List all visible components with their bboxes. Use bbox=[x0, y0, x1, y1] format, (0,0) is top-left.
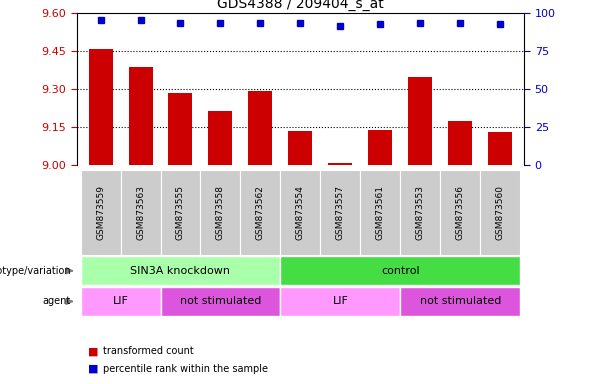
Text: ■: ■ bbox=[88, 364, 99, 374]
Text: GSM873555: GSM873555 bbox=[176, 185, 185, 240]
Text: GSM873556: GSM873556 bbox=[456, 185, 465, 240]
Text: GSM873557: GSM873557 bbox=[336, 185, 345, 240]
Bar bbox=[408, 77, 432, 165]
Title: GDS4388 / 209404_s_at: GDS4388 / 209404_s_at bbox=[217, 0, 384, 11]
Text: GSM873562: GSM873562 bbox=[256, 185, 265, 240]
Bar bbox=[401, 170, 441, 255]
Text: LIF: LIF bbox=[112, 296, 128, 306]
Text: LIF: LIF bbox=[332, 296, 348, 306]
Bar bbox=[81, 256, 280, 285]
Bar bbox=[480, 170, 520, 255]
Bar bbox=[280, 170, 320, 255]
Text: GSM873561: GSM873561 bbox=[376, 185, 385, 240]
Bar bbox=[329, 162, 352, 165]
Bar bbox=[320, 170, 360, 255]
Text: GSM873558: GSM873558 bbox=[216, 185, 225, 240]
Text: GSM873563: GSM873563 bbox=[136, 185, 145, 240]
Bar bbox=[121, 170, 160, 255]
Bar bbox=[249, 91, 272, 165]
Bar bbox=[81, 170, 121, 255]
Text: GSM873553: GSM873553 bbox=[416, 185, 425, 240]
Bar bbox=[240, 170, 280, 255]
Bar bbox=[81, 287, 160, 316]
Bar bbox=[280, 287, 401, 316]
Bar bbox=[88, 49, 112, 165]
Bar bbox=[360, 170, 401, 255]
Text: genotype/variation: genotype/variation bbox=[0, 266, 71, 276]
Bar bbox=[280, 256, 520, 285]
Bar bbox=[209, 111, 233, 165]
Bar bbox=[448, 121, 472, 165]
Bar bbox=[289, 131, 312, 165]
Bar bbox=[441, 170, 480, 255]
Bar bbox=[128, 66, 153, 165]
Text: control: control bbox=[381, 266, 419, 276]
Bar bbox=[160, 287, 280, 316]
Bar bbox=[488, 132, 512, 165]
Text: ■: ■ bbox=[88, 346, 99, 356]
Text: not stimulated: not stimulated bbox=[180, 296, 261, 306]
Bar bbox=[200, 170, 240, 255]
Text: SIN3A knockdown: SIN3A knockdown bbox=[131, 266, 230, 276]
Bar bbox=[401, 287, 520, 316]
Bar bbox=[368, 130, 392, 165]
Bar bbox=[168, 93, 193, 165]
Text: transformed count: transformed count bbox=[103, 346, 194, 356]
Text: GSM873560: GSM873560 bbox=[496, 185, 505, 240]
Text: GSM873559: GSM873559 bbox=[96, 185, 105, 240]
Text: percentile rank within the sample: percentile rank within the sample bbox=[103, 364, 268, 374]
Text: agent: agent bbox=[42, 296, 71, 306]
Bar bbox=[160, 170, 200, 255]
Text: not stimulated: not stimulated bbox=[419, 296, 501, 306]
Text: GSM873554: GSM873554 bbox=[296, 185, 305, 240]
